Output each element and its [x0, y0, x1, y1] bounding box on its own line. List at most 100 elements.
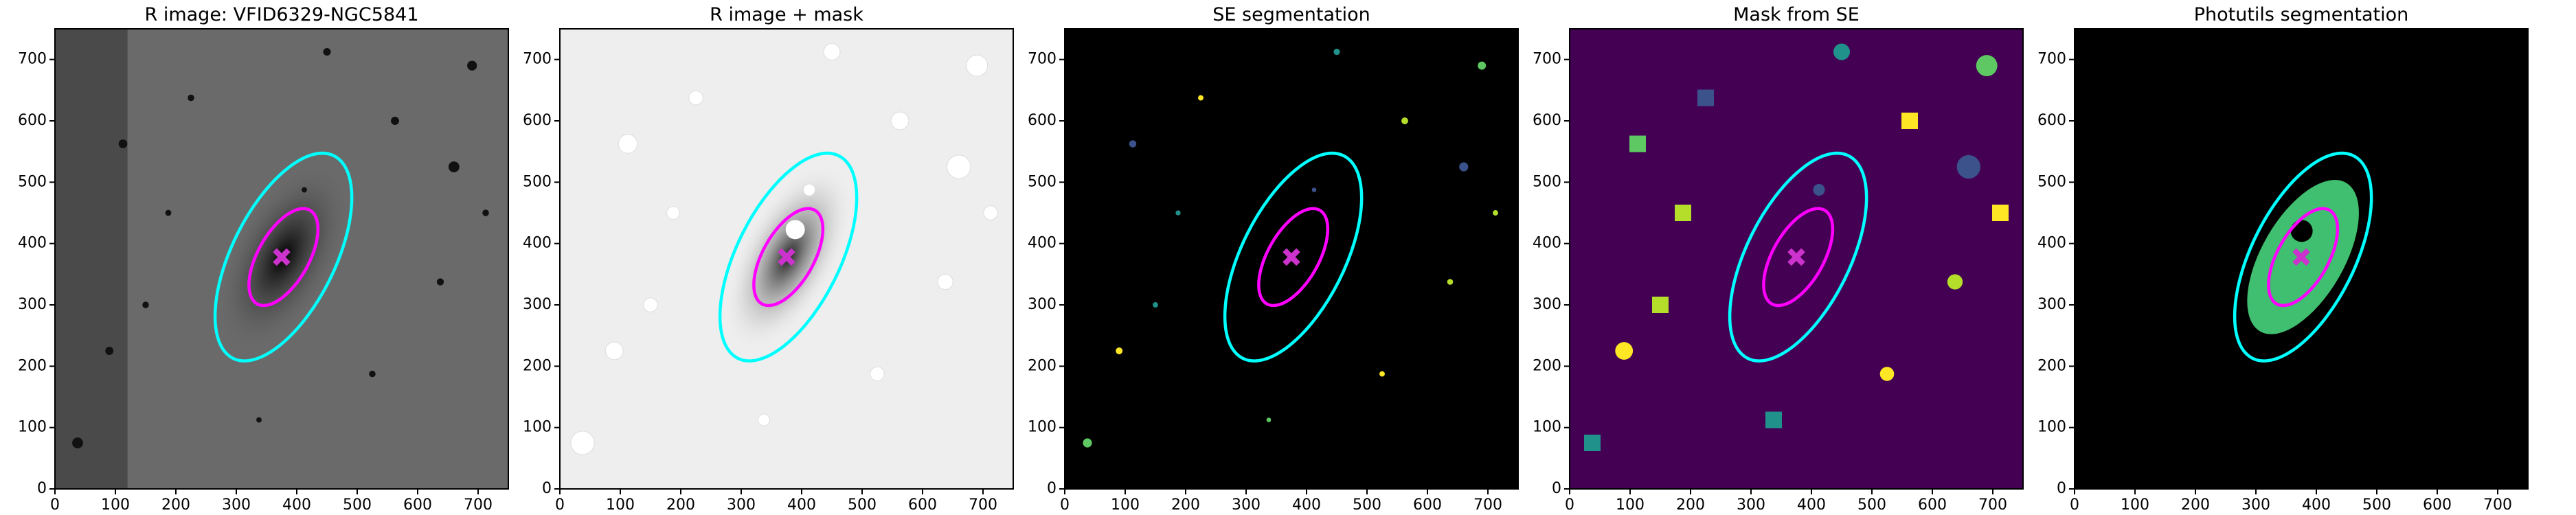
mask-blob — [1976, 55, 1998, 77]
x-tick-label: 200 — [1676, 496, 1705, 514]
x-tick-label: 500 — [848, 496, 877, 514]
segment — [1266, 417, 1272, 422]
segment — [1459, 162, 1469, 172]
star — [105, 347, 114, 355]
ellipse — [1197, 133, 1390, 382]
x-tick-label: 0 — [2070, 496, 2079, 514]
y-tick-label: 700 — [1533, 51, 1561, 68]
x-tick-label: 400 — [282, 496, 311, 514]
x-tick-label: 400 — [1797, 496, 1826, 514]
segment — [1333, 48, 1340, 56]
x-tick-label: 200 — [666, 496, 695, 514]
image — [55, 29, 508, 489]
x-tick-label: 100 — [1111, 496, 1140, 514]
segment — [1198, 95, 1204, 101]
x-tick-label: 600 — [908, 496, 937, 514]
y-tick-label: 600 — [1028, 112, 1057, 129]
y-tick-label: 100 — [2037, 419, 2066, 436]
x-tick-label: 400 — [787, 496, 816, 514]
star — [142, 301, 149, 308]
x-tick-label: 700 — [1978, 496, 2007, 514]
star — [369, 370, 376, 378]
x-tick-label: 0 — [1060, 496, 1070, 514]
panel: 0 100 200 300 400 500 600 700 0 100 200 300 400 500 60… — [523, 4, 1014, 514]
ellipse — [692, 133, 885, 382]
y-tick-label: 400 — [1533, 235, 1561, 252]
mask-blob — [1629, 135, 1646, 152]
segment — [1129, 140, 1137, 148]
ellipse — [740, 197, 837, 317]
y-tick-label: 600 — [1533, 112, 1561, 129]
segment — [1379, 371, 1385, 377]
mask-blob — [1833, 43, 1851, 60]
segment — [2290, 220, 2313, 242]
y-tick-label: 400 — [2037, 235, 2066, 252]
image — [560, 29, 1013, 489]
panel-title: Photutils segmentation — [2194, 4, 2409, 25]
ellipse — [2206, 133, 2399, 382]
segment — [1447, 279, 1454, 285]
star — [302, 187, 307, 193]
y-tick-label: 400 — [18, 235, 47, 252]
ellipse — [187, 133, 380, 382]
mask-blob — [966, 54, 988, 77]
x-tick-label: 100 — [606, 496, 635, 514]
ellipse — [2255, 197, 2351, 317]
mask-blob — [870, 366, 885, 382]
mask-blob — [890, 111, 909, 130]
mask-blob — [1615, 342, 1634, 360]
y-tick-label: 200 — [2037, 357, 2066, 374]
y-tick-label: 0 — [1552, 480, 1561, 497]
mask-blob — [983, 205, 998, 220]
panel-title: R image: VFID6329-NGC5841 — [144, 4, 418, 25]
center-marker — [778, 248, 795, 266]
mask-blob — [1675, 205, 1691, 221]
star — [467, 60, 477, 71]
segment — [1116, 347, 1123, 354]
mask-blob — [1765, 411, 1782, 428]
y-tick-label: 100 — [1533, 419, 1561, 436]
mask-blob — [1652, 297, 1669, 313]
ellipse — [1245, 197, 1342, 317]
center-marker — [2292, 248, 2310, 266]
x-tick-label: 0 — [555, 496, 565, 514]
panel: 0 100 200 300 400 500 600 700 0 100 200 300 400 500 60… — [2037, 4, 2529, 514]
y-tick-label: 500 — [18, 173, 47, 190]
center-marker — [273, 248, 291, 266]
y-tick-label: 600 — [18, 112, 47, 129]
y-tick-label: 300 — [18, 296, 47, 313]
axes-frame — [559, 28, 1014, 490]
image-edge — [55, 29, 128, 489]
y-tick-label: 500 — [1533, 173, 1561, 190]
star — [391, 117, 399, 125]
star — [165, 209, 172, 216]
segment — [1083, 438, 1092, 448]
mask-blob — [1992, 205, 2009, 221]
panel: 0 100 200 300 400 500 600 700 0 100 200 300 400 500 60… — [1028, 4, 1519, 514]
y-tick-label: 700 — [2037, 51, 2066, 68]
star — [118, 139, 128, 148]
y-tick-label: 300 — [1533, 296, 1561, 313]
x-tick-label: 500 — [2362, 496, 2391, 514]
ellipse — [1750, 197, 1846, 317]
panel-title: R image + mask — [710, 4, 863, 25]
y-tick-label: 0 — [1047, 480, 1057, 497]
ellipse — [235, 197, 332, 317]
y-tick-label: 100 — [523, 419, 552, 436]
star — [256, 417, 262, 423]
y-tick-label: 0 — [37, 480, 47, 497]
x-tick-label: 200 — [1171, 496, 1200, 514]
mask-blob — [823, 43, 841, 61]
y-tick-label: 0 — [542, 480, 552, 497]
mask-blob — [618, 134, 638, 154]
mask-blob — [1879, 367, 1895, 381]
panel: 0 100 200 300 400 500 600 700 0 100 200 300 400 500 60… — [1533, 4, 2024, 514]
star — [72, 437, 83, 448]
y-tick-label: 300 — [2037, 296, 2066, 313]
x-tick-label: 100 — [2121, 496, 2149, 514]
y-tick-label: 200 — [1533, 357, 1561, 374]
segment — [1153, 302, 1158, 308]
x-tick-label: 700 — [464, 496, 493, 514]
x-tick-label: 700 — [969, 496, 997, 514]
